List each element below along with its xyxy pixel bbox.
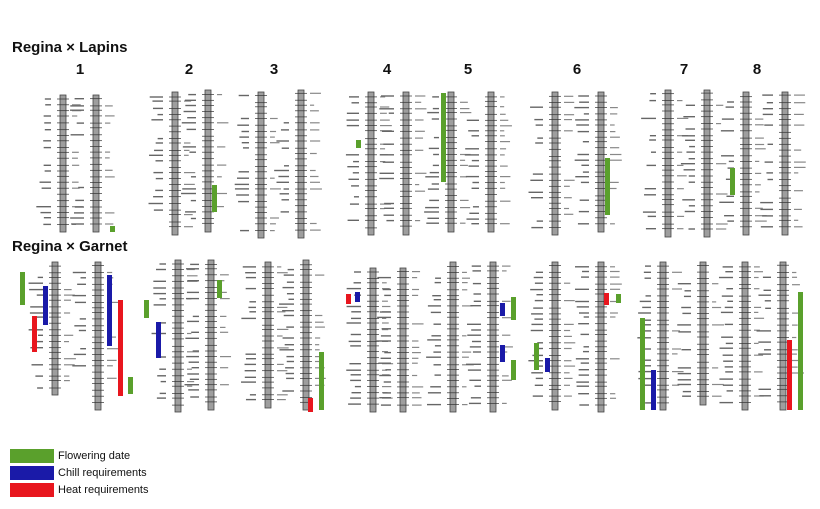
- qtl-flowering-rg-2b: [217, 280, 222, 298]
- chromosome-rg-7: [369, 267, 377, 413]
- chromosome-rl-2: [92, 94, 100, 233]
- lg-label-5: 5: [463, 61, 473, 78]
- qtl-flowering-rg-5b: [511, 360, 516, 380]
- qtl-flowering-rg-2: [144, 300, 149, 318]
- chromosome-rl-7: [367, 91, 375, 236]
- chromosome-rg-3: [174, 259, 182, 413]
- chromosome-rl-8: [402, 91, 410, 236]
- qtl-chill-rg-2: [156, 322, 161, 358]
- chromosome-rg-6: [302, 259, 310, 411]
- lg-label-1: 1: [75, 61, 85, 78]
- qtl-flowering-rg-1: [20, 272, 25, 305]
- qtl-heat-rg-6: [604, 293, 609, 305]
- qtl-flowering-rl-4: [356, 140, 361, 148]
- legend-label-heat: Heat requirements: [58, 483, 149, 496]
- chromosome-rg-12: [597, 261, 605, 413]
- qtl-flowering-rg-6: [534, 343, 539, 370]
- lg-label-8: 8: [752, 61, 762, 78]
- qtl-flowering-rg-1b: [128, 377, 133, 394]
- qtl-flowering-rg-8: [798, 292, 803, 410]
- legend-label-chill: Chill requirements: [58, 466, 147, 479]
- chromosome-rg-1: [51, 261, 59, 396]
- cross-title-regina-lapins: Regina × Lapins: [12, 39, 128, 56]
- lg-label-6: 6: [572, 61, 582, 78]
- chromosome-rg-16: [779, 261, 787, 411]
- legend-item-chill: Chill requirements: [10, 464, 149, 481]
- qtl-flowering-rg-6b: [616, 294, 621, 303]
- legend-item-heat: Heat requirements: [10, 481, 149, 498]
- qtl-heat-rg-4: [346, 294, 351, 304]
- qtl-flowering-rl-8: [730, 168, 735, 195]
- qtl-flowering-rg-3: [319, 352, 324, 410]
- chromosome-rl-1: [59, 94, 67, 233]
- qtl-flowering-rl-6: [605, 158, 610, 215]
- qtl-chill-rg-5b: [500, 345, 505, 362]
- chromosome-rl-13: [664, 89, 672, 238]
- legend-item-flowering: Flowering date: [10, 447, 149, 464]
- chromosome-rl-9: [447, 91, 455, 233]
- qtl-chill-rg-7: [651, 370, 656, 410]
- chromosome-rl-6: [297, 89, 305, 239]
- qtl-heat-rg-8: [787, 340, 792, 410]
- qtl-flowering-rl-5: [441, 93, 446, 182]
- qtl-chill-rg-5: [500, 303, 505, 316]
- chromosome-rg-2: [94, 261, 102, 411]
- qtl-chill-rg-1b: [107, 275, 112, 346]
- qtl-heat-rg-3: [308, 398, 313, 412]
- qtl-flowering-rl-2: [212, 185, 217, 212]
- qtl-chill-rg-4: [355, 292, 360, 302]
- legend: Flowering date Chill requirements Heat r…: [10, 447, 149, 498]
- qtl-heat-rg-1: [32, 316, 37, 352]
- chromosome-rl-16: [781, 91, 789, 236]
- qtl-heat-rg-1b: [118, 300, 123, 396]
- chromosome-rg-11: [551, 261, 559, 411]
- chromosome-rl-12: [597, 91, 605, 233]
- chromosome-rg-9: [449, 261, 457, 413]
- chromosome-rl-4: [204, 89, 212, 233]
- chromosome-rl-5: [257, 91, 265, 239]
- chromosome-rg-8: [399, 267, 407, 413]
- qtl-chill-rg-6: [545, 358, 550, 372]
- lg-label-2: 2: [184, 61, 194, 78]
- lg-label-7: 7: [679, 61, 689, 78]
- chromosome-rl-10: [487, 91, 495, 233]
- chromosome-rg-15: [741, 261, 749, 411]
- qtl-flowering-rg-5: [511, 297, 516, 320]
- chromosome-rg-14: [699, 261, 707, 406]
- legend-label-flowering: Flowering date: [58, 449, 131, 462]
- legend-swatch-heat: [10, 482, 54, 497]
- lg-label-4: 4: [382, 61, 392, 78]
- chromosome-rg-5: [264, 261, 272, 409]
- qtl-flowering-rg-7: [640, 318, 645, 410]
- chromosome-rl-15: [742, 91, 750, 236]
- lg-label-3: 3: [269, 61, 279, 78]
- chromosome-rl-3: [171, 91, 179, 236]
- chromosome-rg-13: [659, 261, 667, 411]
- legend-swatch-chill: [10, 465, 54, 480]
- cross-title-regina-garnet: Regina × Garnet: [12, 238, 128, 255]
- qtl-chill-rg-1: [43, 286, 48, 325]
- legend-swatch-flowering: [10, 448, 54, 463]
- chromosome-rl-11: [551, 91, 559, 236]
- chromosome-rg-4: [207, 259, 215, 411]
- qtl-flowering-rl-1: [110, 226, 115, 232]
- chromosome-rg-10: [489, 261, 497, 413]
